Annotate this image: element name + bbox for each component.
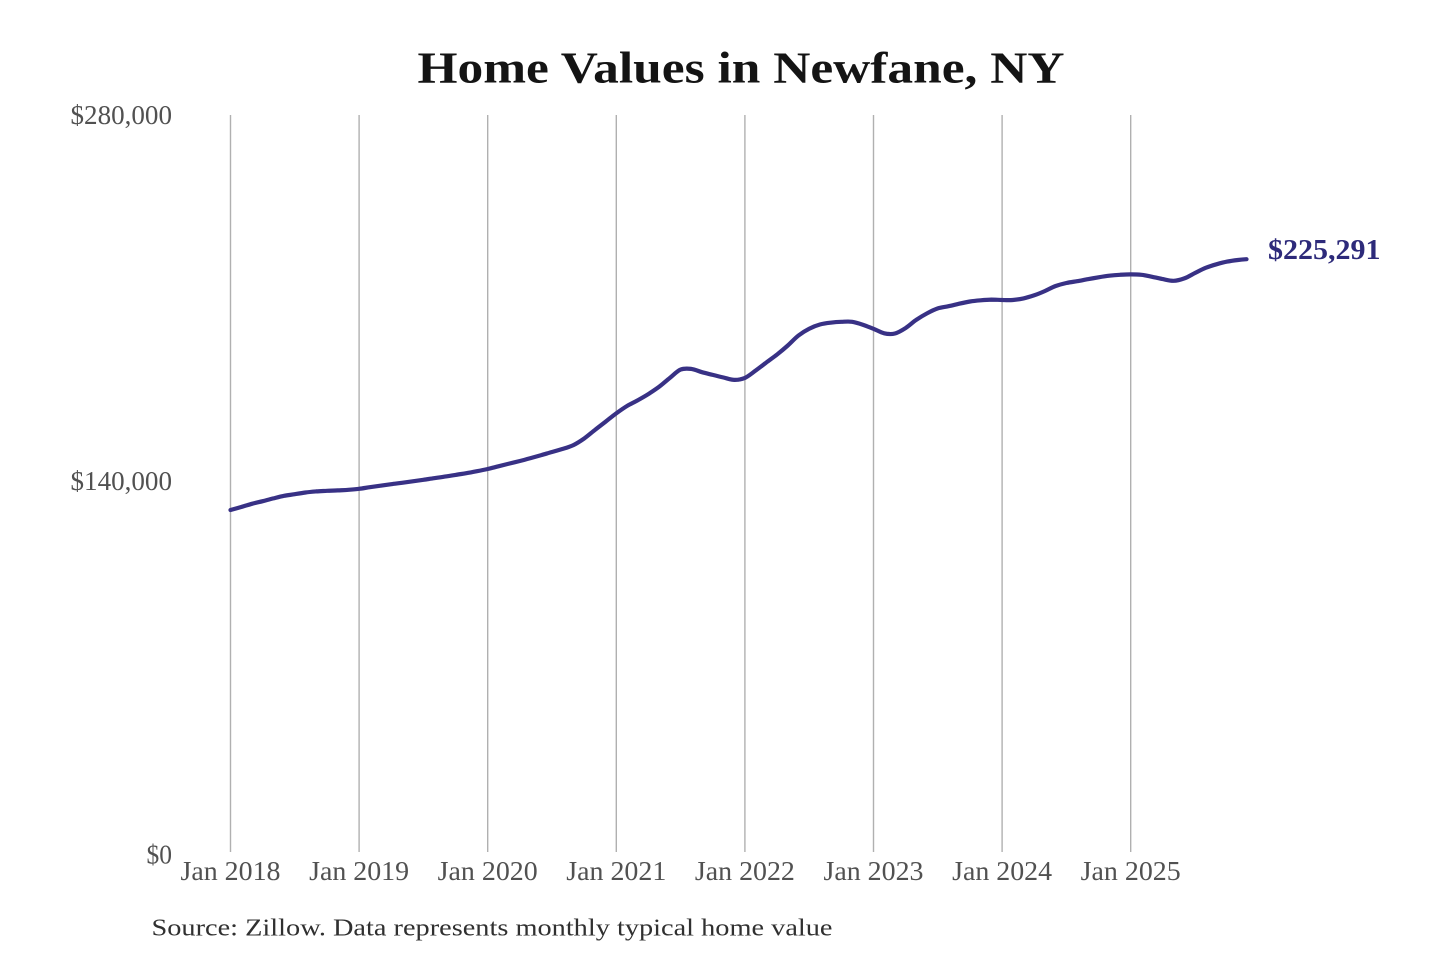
svg-text:Jan 2019: Jan 2019	[309, 856, 409, 886]
svg-text:Home Values in Newfane, NY: Home Values in Newfane, NY	[418, 44, 1065, 93]
svg-text:$140,000: $140,000	[71, 466, 173, 496]
svg-text:$0: $0	[147, 840, 173, 870]
svg-text:$225,291: $225,291	[1268, 235, 1381, 266]
svg-text:Jan 2025: Jan 2025	[1081, 856, 1181, 886]
svg-text:Source: Zillow. Data represent: Source: Zillow. Data represents monthly …	[152, 916, 833, 942]
svg-text:Jan 2018: Jan 2018	[181, 856, 281, 886]
svg-text:Jan 2022: Jan 2022	[695, 856, 795, 886]
svg-text:Jan 2024: Jan 2024	[952, 856, 1053, 886]
svg-text:$280,000: $280,000	[71, 100, 173, 130]
svg-text:Jan 2023: Jan 2023	[824, 856, 924, 886]
svg-text:Jan 2021: Jan 2021	[566, 856, 666, 886]
svg-text:Jan 2020: Jan 2020	[438, 856, 538, 886]
